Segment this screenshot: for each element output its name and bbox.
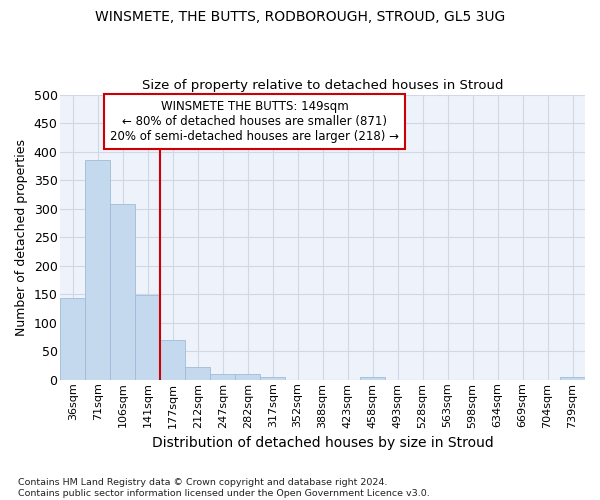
Text: Contains HM Land Registry data © Crown copyright and database right 2024.
Contai: Contains HM Land Registry data © Crown c… xyxy=(18,478,430,498)
Bar xyxy=(85,160,110,380)
Bar xyxy=(110,204,135,380)
Bar xyxy=(61,298,85,380)
Y-axis label: Number of detached properties: Number of detached properties xyxy=(15,138,28,336)
Bar xyxy=(210,374,235,380)
Bar xyxy=(135,295,160,380)
Text: WINSMETE, THE BUTTS, RODBOROUGH, STROUD, GL5 3UG: WINSMETE, THE BUTTS, RODBOROUGH, STROUD,… xyxy=(95,10,505,24)
Title: Size of property relative to detached houses in Stroud: Size of property relative to detached ho… xyxy=(142,79,503,92)
Bar xyxy=(260,377,285,380)
Bar xyxy=(235,374,260,380)
Bar xyxy=(160,340,185,380)
Bar xyxy=(185,366,210,380)
Text: WINSMETE THE BUTTS: 149sqm
← 80% of detached houses are smaller (871)
20% of sem: WINSMETE THE BUTTS: 149sqm ← 80% of deta… xyxy=(110,100,399,144)
Bar xyxy=(360,377,385,380)
Bar xyxy=(560,377,585,380)
X-axis label: Distribution of detached houses by size in Stroud: Distribution of detached houses by size … xyxy=(152,436,494,450)
